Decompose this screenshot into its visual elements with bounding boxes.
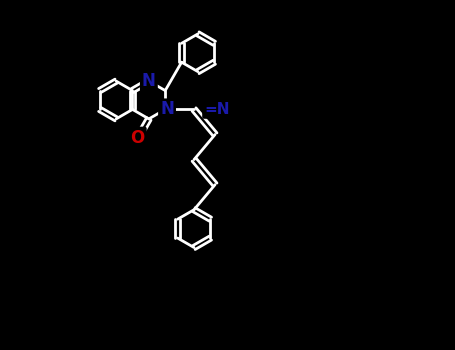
- Text: N: N: [160, 100, 174, 118]
- Text: N: N: [142, 72, 156, 90]
- Text: O: O: [131, 129, 145, 147]
- Text: =N: =N: [204, 102, 229, 117]
